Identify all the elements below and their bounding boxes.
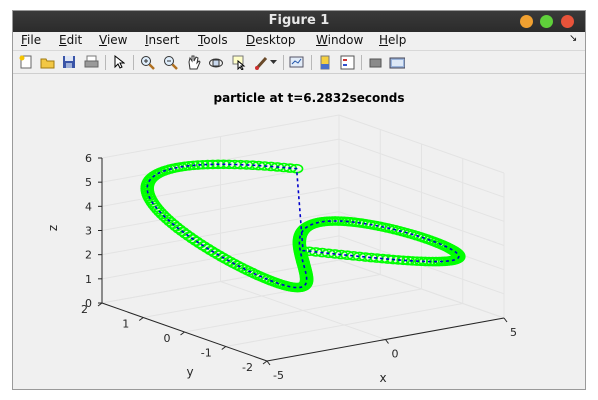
legend-icon[interactable] (339, 54, 355, 70)
z-tick-label: 3 (85, 225, 92, 238)
menu-insert[interactable]: Insert (145, 33, 180, 47)
x-tick-label: -5 (273, 369, 284, 382)
z-tick-label: 5 (85, 176, 92, 189)
y-tick-label: 1 (122, 318, 129, 331)
minimize-button[interactable] (520, 15, 533, 28)
zoom-in-icon[interactable] (139, 54, 155, 70)
new-figure-icon[interactable] (18, 54, 34, 70)
toolbar-separator (283, 55, 284, 70)
menu-edit[interactable]: Edit (59, 33, 83, 47)
y-tick-label: 2 (81, 303, 88, 316)
x-tick (266, 360, 271, 366)
figure-canvas[interactable]: 0 1 2 3 4 5 6 -2 -1 0 1 2 -5 0 5 particle at t=6.2832s… (13, 74, 586, 390)
maximize-button[interactable] (540, 15, 553, 28)
trajectory-marker (396, 255, 411, 266)
toolbar-separator (105, 55, 106, 70)
x-tick (385, 339, 389, 344)
trajectory-marker (191, 160, 205, 170)
open-file-icon[interactable] (39, 54, 55, 70)
trajectory-marker (175, 226, 190, 237)
rotate-3d-icon[interactable] (208, 54, 224, 70)
trajectory-marker (185, 234, 200, 244)
x-tick (503, 317, 508, 323)
axes-ticks: 0 1 2 3 4 5 6 -2 -1 0 1 2 -5 0 5 (81, 152, 517, 382)
x-tick-label: 5 (510, 326, 517, 339)
dock-arrow-icon[interactable]: ↘ (569, 33, 578, 44)
show-plot-tools-icon[interactable] (389, 54, 405, 70)
y-tick (221, 346, 227, 350)
y-tick (138, 317, 144, 321)
y-tick (262, 360, 268, 365)
toolbar-separator (133, 55, 134, 70)
trajectory (140, 159, 466, 293)
grid-line (184, 288, 422, 333)
pointer-icon[interactable] (111, 54, 127, 70)
y-tick-label: -2 (242, 361, 253, 374)
chart-title: particle at t=6.2832seconds (213, 91, 404, 105)
trajectory-marker (179, 229, 193, 239)
save-icon[interactable] (61, 54, 77, 70)
trajectory-line (146, 163, 460, 289)
trajectory-marker (296, 257, 310, 267)
y-tick-label: -1 (201, 347, 212, 360)
trajectory-marker (401, 255, 415, 266)
menu-file[interactable]: File (21, 33, 42, 47)
hide-plot-tools-icon[interactable] (367, 54, 383, 70)
trajectory-marker (200, 159, 215, 170)
title-bar[interactable]: Figure 1 (13, 11, 585, 32)
figure-toolbar (13, 51, 585, 74)
window-title: Figure 1 (268, 13, 330, 28)
axes-3d[interactable]: 0 1 2 3 4 5 6 -2 -1 0 1 2 -5 0 5 particle at t=6.2832s… (13, 74, 586, 390)
grid-line (225, 303, 463, 347)
menu-desktop[interactable]: Desktop (246, 33, 296, 47)
dropdown-arrow-icon[interactable] (269, 54, 278, 70)
menu-view[interactable]: View (99, 33, 128, 47)
y-tick (180, 331, 185, 336)
z-tick-label: 4 (85, 200, 92, 213)
zoom-out-icon[interactable] (162, 54, 178, 70)
y-tick (97, 302, 103, 307)
z-tick-label: 1 (85, 273, 92, 286)
brush-icon[interactable] (253, 54, 269, 70)
x-tick-label: 0 (392, 348, 399, 361)
close-button[interactable] (561, 15, 574, 28)
trajectory-marker (195, 159, 210, 170)
menu-bar: File Edit View Insert Tools Desktop Wind… (13, 32, 585, 51)
menu-help[interactable]: Help (379, 33, 407, 47)
menu-tools[interactable]: Tools (198, 33, 228, 47)
z-tick-label: 2 (85, 249, 92, 262)
toolbar-separator (361, 55, 362, 70)
trajectory-marker (414, 256, 429, 267)
data-cursor-icon[interactable] (231, 54, 247, 70)
link-plot-icon[interactable] (289, 54, 305, 70)
colorbar-icon[interactable] (317, 54, 333, 70)
figure-window: Figure 1 File Edit View Insert Tools Des… (12, 10, 586, 390)
z-axis-label: z (46, 225, 60, 231)
grid-line (143, 274, 381, 318)
pan-icon[interactable] (185, 54, 201, 70)
trajectory-marker (189, 236, 204, 247)
print-icon[interactable] (83, 54, 99, 70)
z-tick-label: 0 (85, 297, 92, 310)
y-axis-label: y (186, 365, 193, 379)
trajectory-marker (182, 231, 197, 242)
menu-window[interactable]: Window (316, 33, 364, 47)
x-axis-label: x (379, 371, 386, 385)
z-tick-label: 6 (85, 152, 92, 165)
y-tick-label: 0 (164, 332, 171, 345)
toolbar-separator (311, 55, 312, 70)
